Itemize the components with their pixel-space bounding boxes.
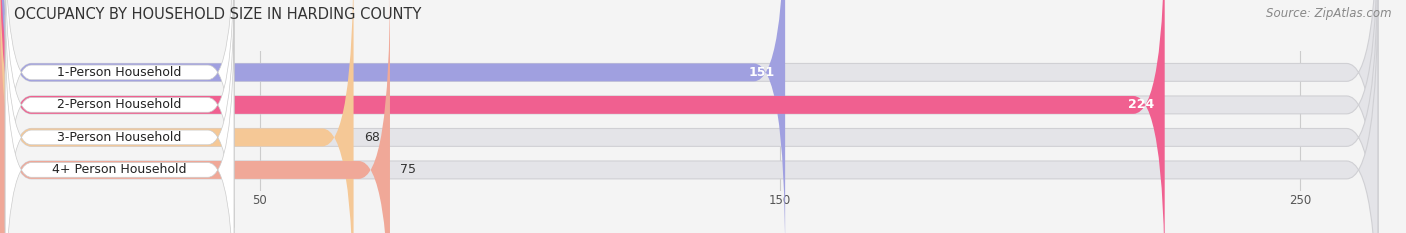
Text: 151: 151 <box>748 66 775 79</box>
Text: OCCUPANCY BY HOUSEHOLD SIZE IN HARDING COUNTY: OCCUPANCY BY HOUSEHOLD SIZE IN HARDING C… <box>14 7 422 22</box>
FancyBboxPatch shape <box>6 0 233 233</box>
Text: 1-Person Household: 1-Person Household <box>58 66 181 79</box>
FancyBboxPatch shape <box>0 0 1164 233</box>
FancyBboxPatch shape <box>6 0 233 233</box>
Text: Source: ZipAtlas.com: Source: ZipAtlas.com <box>1267 7 1392 20</box>
FancyBboxPatch shape <box>0 0 353 233</box>
Text: 75: 75 <box>401 163 416 176</box>
FancyBboxPatch shape <box>6 15 233 233</box>
Text: 68: 68 <box>364 131 380 144</box>
Text: 3-Person Household: 3-Person Household <box>58 131 181 144</box>
Text: 224: 224 <box>1128 98 1154 111</box>
FancyBboxPatch shape <box>6 0 233 228</box>
Text: 4+ Person Household: 4+ Person Household <box>52 163 187 176</box>
Text: 2-Person Household: 2-Person Household <box>58 98 181 111</box>
FancyBboxPatch shape <box>0 0 785 233</box>
FancyBboxPatch shape <box>0 0 389 233</box>
